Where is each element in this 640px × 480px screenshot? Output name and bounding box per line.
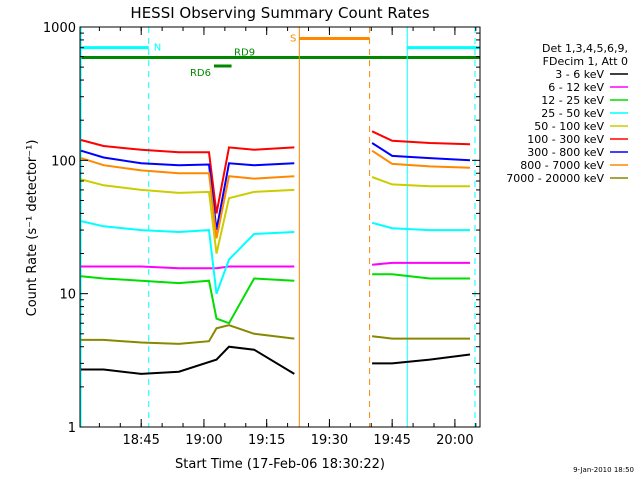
series-line-800-7000-kev	[80, 157, 295, 239]
chart-title: HESSI Observing Summary Count Rates	[130, 4, 429, 22]
legend-label-6-12-kev: 6 - 12 keV	[548, 81, 604, 94]
state-label-rd6: RD6	[190, 68, 211, 79]
legend-label-7000-20000-kev: 7000 - 20000 keV	[506, 172, 604, 185]
x-tick-label: 18:45	[122, 433, 159, 448]
plot-frame	[79, 26, 481, 428]
legend-header: FDecim 1, Att 0	[543, 55, 628, 68]
y-tick-label: 1000	[43, 21, 76, 36]
legend-label-25-50-kev: 25 - 50 keV	[541, 107, 604, 120]
series-line-25-50-kev	[371, 221, 470, 232]
series-line-3-6-kev	[81, 345, 295, 375]
series-line-7000-20000-kev	[371, 335, 470, 340]
legend: Det 1,3,4,5,6,9,FDecim 1, Att 03 - 6 keV…	[506, 42, 628, 185]
x-tick-label: 19:15	[248, 433, 285, 448]
legend-label-300-800-kev: 300 - 800 keV	[527, 146, 604, 159]
x-tick-label: 19:00	[185, 433, 222, 448]
state-label-rd9: RD9	[234, 48, 255, 59]
count-rate-series	[80, 130, 471, 375]
x-tick-label: 19:45	[373, 433, 410, 448]
legend-label-100-300-kev: 100 - 300 keV	[527, 133, 604, 146]
axis-ticks: 1 10 100 1000 18:45 19:00 19:15 19:30 19:45 20:00	[43, 21, 480, 448]
series-line-6-12-kev	[81, 265, 295, 270]
x-tick-label: 20:00	[436, 433, 473, 448]
series-line-25-50-kev	[80, 220, 295, 295]
series-line-7000-20000-kev	[81, 324, 295, 345]
series-line-50-100-kev	[371, 176, 470, 188]
legend-label-3-6-kev: 3 - 6 keV	[555, 68, 604, 81]
x-tick-label: 19:30	[311, 433, 348, 448]
y-tick-label: 1	[68, 421, 76, 436]
series-line-50-100-kev	[80, 178, 295, 254]
series-line-12-25-kev	[80, 275, 295, 325]
legend-header: Det 1,3,4,5,6,9,	[542, 42, 628, 55]
legend-label-12-25-kev: 12 - 25 keV	[541, 94, 604, 107]
series-line-100-300-kev	[80, 139, 295, 214]
series-line-3-6-kev	[372, 353, 471, 365]
instrument-state-bars: N RD9 RD6 S	[80, 33, 480, 79]
instrument-state-markers	[80, 27, 476, 427]
y-tick-label: 10	[59, 288, 76, 303]
y-tick-label: 100	[51, 154, 76, 169]
legend-label-50-100-kev: 50 - 100 keV	[534, 120, 604, 133]
legend-label-800-7000-kev: 800 - 7000 keV	[520, 159, 604, 172]
series-line-12-25-kev	[372, 273, 470, 280]
series-line-300-800-kev	[80, 149, 295, 231]
series-line-800-7000-kev	[371, 149, 471, 169]
state-label-s: S	[290, 33, 296, 44]
date-stamp: 9-Jan-2010 18:50	[573, 466, 634, 474]
series-line-100-300-kev	[371, 130, 471, 146]
series-line-6-12-kev	[372, 261, 470, 266]
x-axis-label: Start Time (17-Feb-06 18:30:22)	[175, 457, 385, 472]
y-axis-label: Count Rate (s⁻¹ detector⁻¹)	[25, 140, 40, 317]
series-line-300-800-kev	[371, 142, 471, 162]
state-label-n: N	[154, 43, 161, 54]
